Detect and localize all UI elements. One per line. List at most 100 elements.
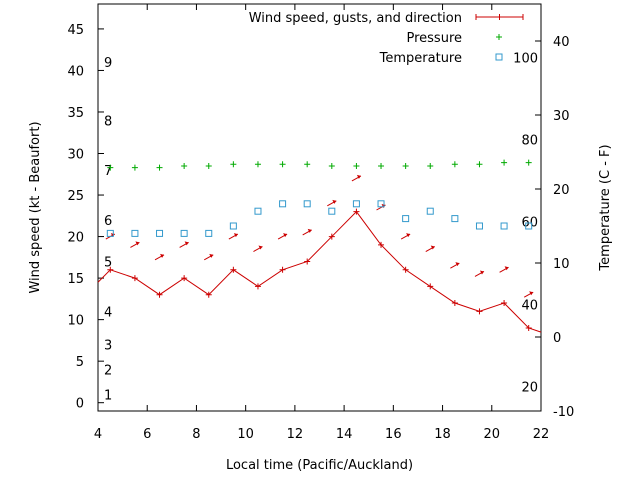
wind-speed-point [156,291,163,298]
y2-tick-label: 10 [553,257,570,272]
arrow-head [455,262,460,267]
pressure-point [353,162,360,169]
y-tick-label: 40 [67,64,84,79]
y2-tick-label: 30 [553,109,570,124]
beaufort-label: 8 [104,114,112,129]
pressure-point [525,159,532,166]
x-tick-label: 18 [434,427,451,442]
wind-direction-arrow [327,199,337,207]
pressure-point [131,164,138,171]
pressure-point [279,161,286,168]
wind-speed-point [476,308,483,315]
temperature-point [254,207,262,215]
temperature-point [525,222,533,230]
wind-direction-arrow [277,233,288,240]
y2-tick-label: 20 [553,183,570,198]
x-tick-label: 20 [484,427,501,442]
temperature-point [402,215,410,223]
legend-pressure-marker [496,34,502,40]
wind-direction-arrow [228,233,239,240]
pressure-point [205,162,212,169]
pressure-point [107,164,114,171]
temperature-point [205,229,213,237]
wind-speed-point [353,208,360,215]
pressure-point [476,161,483,168]
wind-speed-point [230,266,237,273]
legend-label: Pressure [406,31,462,46]
x-tick-label: 10 [237,427,254,442]
legend-wind-marker [475,14,524,20]
plot-frame [97,3,542,412]
beaufort-label: 9 [104,56,112,71]
wind-direction-arrow [523,291,534,298]
y-tick-label: 45 [67,23,84,38]
beaufort-label: 2 [104,363,112,378]
beaufort-label: 3 [104,339,112,354]
temperature-point [229,222,237,230]
legend-label: Temperature [379,51,462,66]
wind-direction-arrow [302,228,312,236]
wind-direction-arrow [154,253,165,261]
beaufort-label: 1 [104,388,112,403]
arrow-head [307,228,312,233]
wind-direction-arrow [400,233,411,240]
x-axis-label: Local time (Pacific/Auckland) [226,458,413,473]
axes-layer [97,3,542,412]
y-tick-label: 0 [76,397,84,412]
pressure-point [427,162,434,169]
beaufort-label: 6 [104,214,112,229]
beaufort-label: 5 [104,255,112,270]
temperature-point [279,200,287,208]
temperature-point [328,207,336,215]
wind-speed-point [254,283,261,290]
temperature-point [500,222,508,230]
temperature-point [106,229,114,237]
fahrenheit-label: 80 [521,133,538,148]
y-tick-label: 10 [67,314,84,329]
legend-label: Wind speed, gusts, and direction [249,11,462,26]
arrow-head [479,270,484,275]
fahrenheit-label: 40 [521,298,538,313]
beaufort-label: 4 [104,305,112,320]
wind-direction-arrow [204,253,214,261]
wind-speed-point [451,300,458,307]
arrow-head [160,253,165,258]
pressure-point [156,164,163,171]
wind-speed-point [427,283,434,290]
wind-speed-point [525,324,532,331]
arrow-head [430,245,435,250]
arrow-head [258,245,263,250]
y2-tick-label: 0 [553,331,561,346]
wind-direction-arrow [130,241,140,248]
temperature-point [303,200,311,208]
y-tick-label: 30 [67,148,84,163]
temperature-point [180,229,188,237]
wind-speed-point [131,275,138,282]
x-tick-label: 16 [385,427,402,442]
pressure-point [451,161,458,168]
wind-speed-point [378,241,385,248]
x-tick-label: 14 [336,427,353,442]
y-tick-label: 15 [67,272,84,287]
temperature-point [426,207,434,215]
beaufort-label: 7 [104,164,112,179]
pressure-point [304,161,311,168]
wind-direction-arrow [499,266,509,273]
pressure-point [328,162,335,169]
arrow-head [209,253,214,258]
temperature-point [156,229,164,237]
temperature-point [475,222,483,230]
arrow-head [233,233,238,238]
arrow-head [406,233,411,238]
wind-speed-point [279,266,286,273]
wind-speed-point [328,233,335,240]
y-tick-label: 35 [67,106,84,121]
y-tick-label: 5 [76,355,84,370]
wind-speed-point [107,266,114,273]
pressure-point [254,161,261,168]
ticks-layer: 4 6 8 10 12 14 16 18 20 22051015202530354045-1001… [67,4,574,442]
arrow-head [332,199,337,204]
y2-axis-label: Temperature (C - F) [598,144,613,271]
y-tick-label: 25 [67,189,84,204]
wind-direction-arrow [425,245,435,252]
